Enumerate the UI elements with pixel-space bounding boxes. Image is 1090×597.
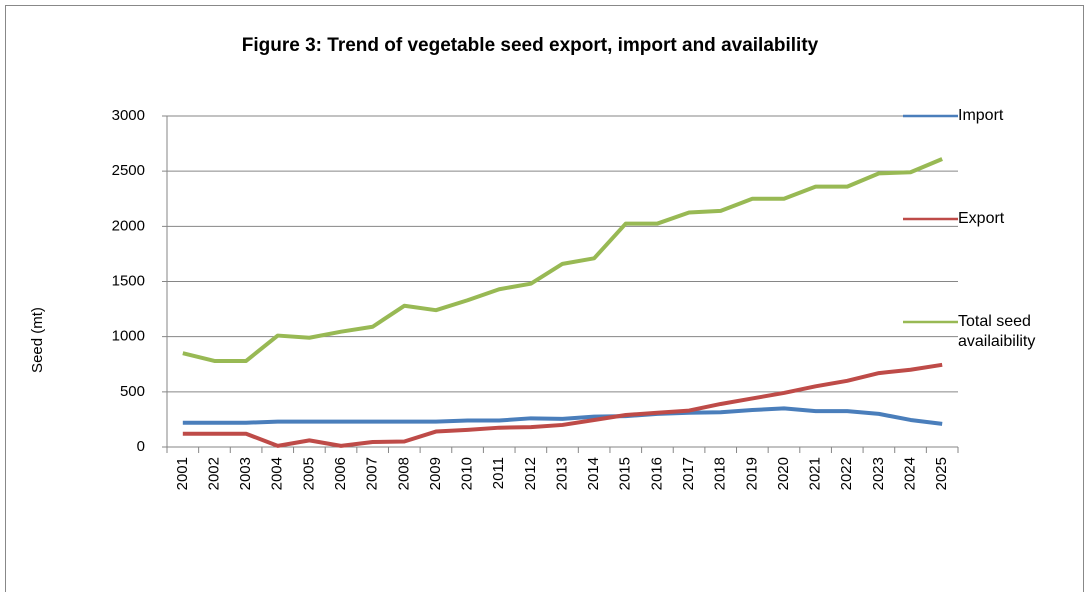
legend-entry: Total seed availaibility [958, 313, 1036, 350]
x-tick-label: 2003 [237, 457, 254, 490]
x-tick-label: 2023 [870, 457, 887, 490]
x-tick-label: 2021 [807, 457, 824, 490]
x-tick-label: 2018 [712, 457, 729, 490]
x-tick-label: 2015 [617, 457, 634, 490]
x-tick-label: 2025 [933, 457, 950, 490]
y-tick-label: 0 [137, 438, 145, 455]
x-tick-label: 2016 [648, 457, 665, 490]
y-tick-label: 2500 [112, 162, 145, 179]
x-tick-label: 2013 [553, 457, 570, 490]
y-tick-label: 2000 [112, 217, 145, 234]
x-tick-label: 2020 [775, 457, 792, 490]
legend-label: Total seed availaibility [958, 313, 1036, 350]
x-tick-label: 2019 [743, 457, 760, 490]
x-tick-label: 2017 [680, 457, 697, 490]
x-tick-label: 2011 [490, 457, 507, 489]
x-tick-label: 2005 [300, 457, 317, 490]
x-tick-label: 2024 [902, 457, 919, 490]
legend-entry: Import [958, 107, 1004, 124]
y-axis-label: Seed (mt) [29, 307, 46, 373]
x-tick-label: 2002 [205, 457, 222, 490]
series-line [182, 362, 943, 448]
series-line [182, 157, 943, 363]
series-line [182, 406, 943, 426]
legend-label: Import [958, 107, 1004, 124]
x-tick-label: 2010 [459, 457, 476, 490]
x-tick-label: 2014 [585, 457, 602, 490]
y-tick-label: 3000 [112, 107, 145, 124]
legend-entry: Export [958, 210, 1005, 227]
legend-label: Export [958, 210, 1005, 227]
x-tick-label: 2022 [838, 457, 855, 490]
y-tick-label: 1000 [112, 328, 145, 345]
x-tick-label: 2006 [332, 457, 349, 490]
x-tick-label: 2012 [522, 457, 539, 490]
x-tick-label: 2009 [427, 457, 444, 490]
x-tick-label: 2008 [395, 457, 412, 490]
y-tick-label: 1500 [112, 272, 145, 289]
chart-title: Figure 3: Trend of vegetable seed export… [242, 35, 819, 56]
x-tick-label: 2001 [174, 457, 191, 490]
frame [5, 5, 1084, 597]
x-tick-label: 2007 [364, 457, 381, 490]
y-tick-label: 500 [120, 383, 145, 400]
x-tick-label: 2004 [269, 457, 286, 490]
